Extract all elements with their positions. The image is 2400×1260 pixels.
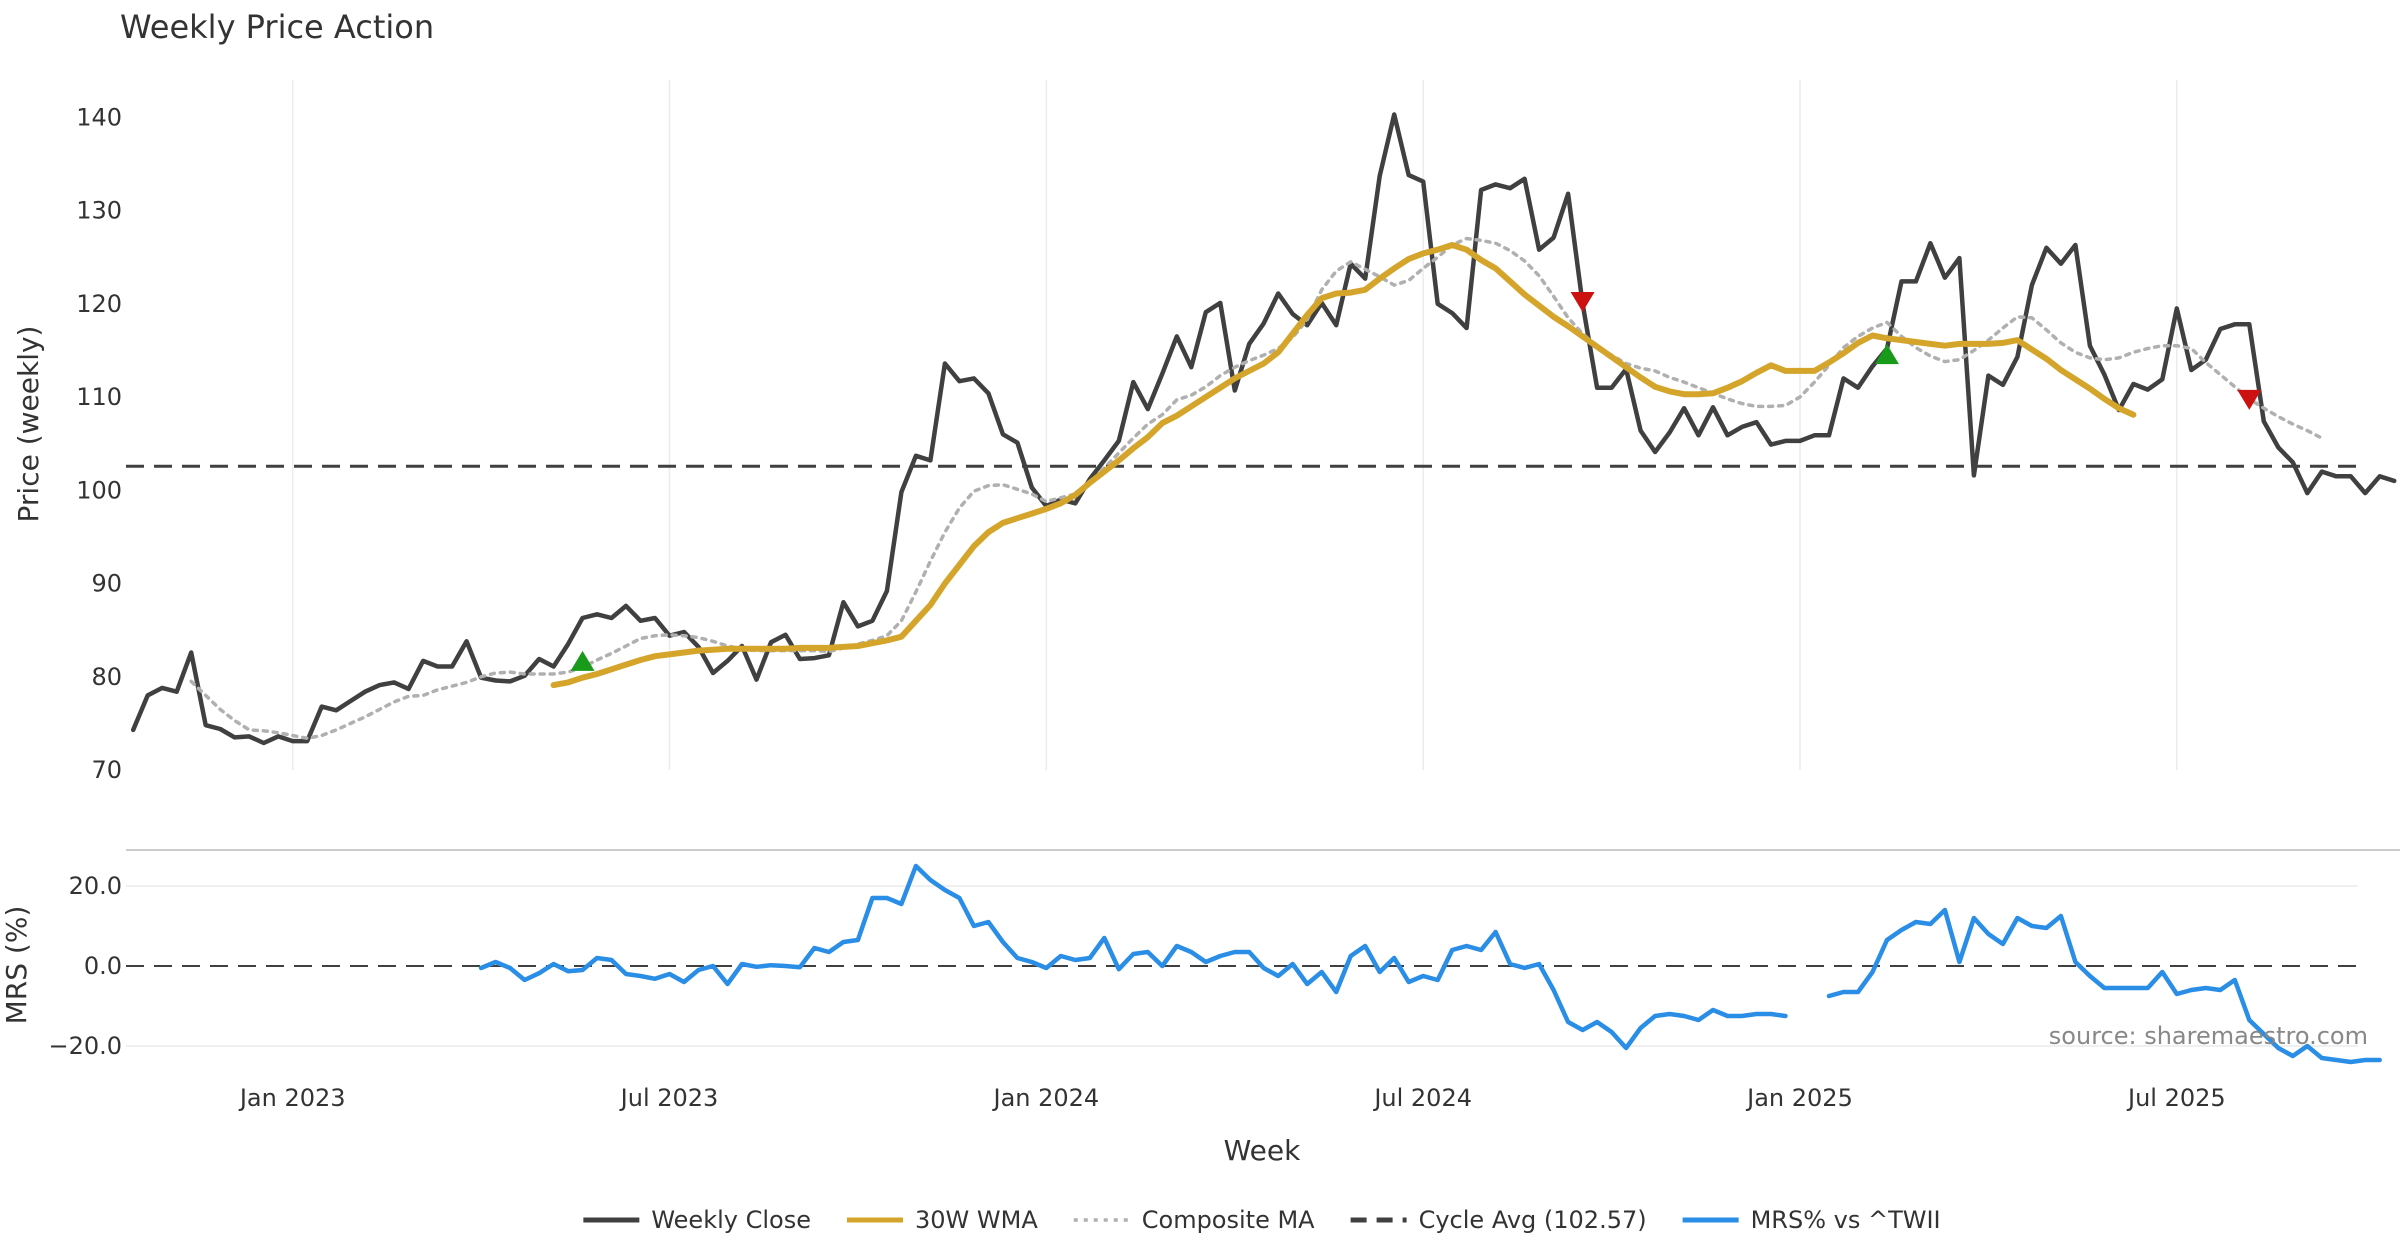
price-y-ticks: 70 80 90 100 110 120 130 140 (76, 103, 122, 784)
legend-label: Composite MA (1142, 1206, 1315, 1234)
x-tick-label: Jan 2024 (991, 1084, 1099, 1112)
source-annotation: source: sharemaestro.com (2049, 1022, 2368, 1050)
legend-item: Composite MA (1073, 1206, 1315, 1234)
legend-item: MRS% vs ^TWII (1682, 1206, 1941, 1234)
legend-label: 30W WMA (915, 1206, 1038, 1234)
mrs-y-tick-label: 20.0 (69, 872, 122, 900)
mrs-line-segment (478, 863, 1788, 1051)
legend: Weekly Close 30W WMA Composite MA Cycle Avg… (583, 1206, 1941, 1234)
x-axis-label: Week (1224, 1134, 1301, 1167)
mrs-series (478, 863, 2382, 1065)
legend-item: Weekly Close (583, 1206, 811, 1234)
mrs-y-axis-label: MRS (%) (0, 906, 33, 1025)
x-tick-label: Jan 2023 (238, 1084, 346, 1112)
sell-signal-marker (1570, 291, 1595, 312)
legend-label: MRS% vs ^TWII (1751, 1206, 1941, 1234)
buy-signal-marker (1874, 344, 1899, 365)
legend-item: Cycle Avg (102.57) (1350, 1206, 1647, 1234)
price-y-tick-label: 110 (76, 383, 122, 411)
price-y-tick-label: 90 (91, 570, 122, 598)
chart-title: Weekly Price Action (120, 8, 434, 46)
price-y-tick-label: 100 (76, 476, 122, 504)
mrs-y-ticks: 20.0 0.0 −20.0 (48, 872, 122, 1060)
price-y-tick-label: 130 (76, 197, 122, 225)
price-y-tick-label: 140 (76, 103, 122, 131)
x-tick-label: Jan 2025 (1745, 1084, 1853, 1112)
x-tick-label: Jul 2025 (2126, 1084, 2226, 1112)
mrs-y-tick-label: 0.0 (84, 952, 122, 980)
price-series (126, 112, 2397, 746)
price-y-tick-label: 80 (91, 663, 122, 691)
signal-markers (570, 291, 2262, 671)
30w-wma-line (550, 242, 2137, 689)
x-tick-label: Jul 2024 (1372, 1084, 1472, 1112)
price-y-tick-label: 70 (91, 756, 122, 784)
weekly-close-line (130, 112, 2397, 746)
price-y-tick-label: 120 (76, 290, 122, 318)
mrs-panel-grid (126, 885, 2358, 1047)
legend-item: 30W WMA (846, 1206, 1038, 1234)
x-tick-label: Jul 2023 (619, 1084, 719, 1112)
composite-ma-line (189, 236, 2324, 741)
price-y-axis-label: Price (weekly) (12, 326, 45, 523)
mrs-y-tick-label: −20.0 (48, 1032, 122, 1060)
legend-label: Weekly Close (651, 1206, 811, 1234)
x-ticks: Jan 2023 Jul 2023 Jan 2024 Jul 2024 Jan 2025… (238, 1084, 2226, 1112)
sell-signal-marker (2237, 389, 2262, 410)
buy-signal-marker (570, 650, 595, 671)
mrs-line-segment (1826, 907, 2382, 1065)
legend-label: Cycle Avg (102.57) (1419, 1206, 1647, 1234)
